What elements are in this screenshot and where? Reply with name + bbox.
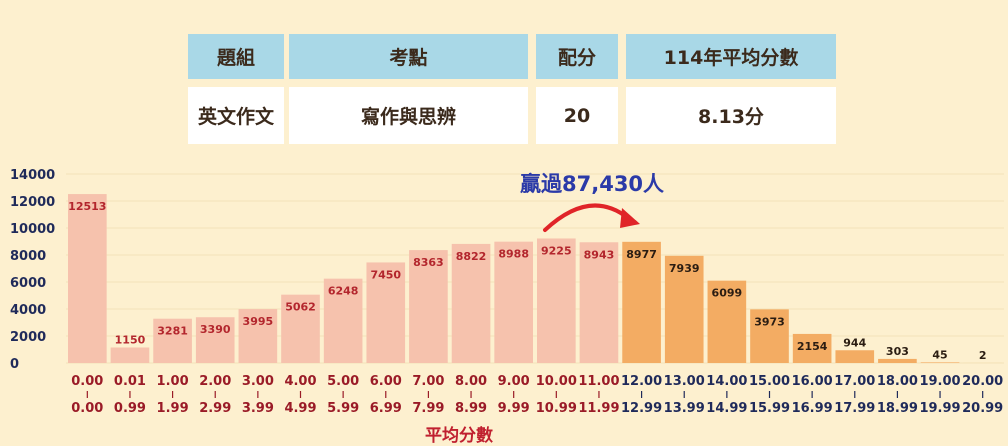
- bar-value-label: 303: [886, 345, 909, 358]
- x-tick-label-upper: 3.99: [242, 401, 274, 416]
- callout-text: 贏過87,430人: [520, 168, 664, 198]
- bar-value-label: 2: [979, 349, 987, 362]
- x-tick-label-upper: 2.99: [199, 401, 231, 416]
- bar: [921, 362, 960, 363]
- x-tick-label-upper: 16.99: [792, 401, 833, 416]
- x-tick-label-lower: 7.00: [412, 374, 444, 389]
- bar-value-label: 8822: [456, 250, 487, 263]
- bar-value-label: 3281: [157, 325, 188, 338]
- bar-value-label: 7450: [370, 268, 401, 281]
- x-tick-label-lower: 1.00: [157, 374, 189, 389]
- x-tick-label-upper: 18.99: [877, 401, 918, 416]
- bar-value-label: 8363: [413, 256, 444, 269]
- x-tick-label-lower: 5.00: [327, 374, 359, 389]
- bar-value-label: 944: [843, 336, 866, 349]
- x-tick-label-lower: 10.00: [536, 374, 577, 389]
- bar-value-label: 8988: [498, 248, 529, 261]
- bar: [878, 359, 917, 363]
- score-distribution-chart: 0 2000 4000 6000 8000 10000 12000 14000 12513 0.0…: [0, 0, 1008, 431]
- y-tick-label: 6000: [10, 276, 46, 291]
- bar: [835, 350, 874, 363]
- x-tick-label-upper: 12.99: [621, 401, 662, 416]
- x-tick-label-lower: 9.00: [498, 374, 530, 389]
- bar-value-label: 3390: [200, 323, 231, 336]
- x-tick-label-lower: 8.00: [455, 374, 487, 389]
- x-tick-label-lower: 12.00: [621, 374, 662, 389]
- x-tick-label-upper: 6.99: [370, 401, 402, 416]
- x-tick-label-upper: 10.99: [536, 401, 577, 416]
- x-tick-label-upper: 4.99: [284, 401, 316, 416]
- x-tick-label-lower: 0.00: [71, 374, 103, 389]
- x-tick-label-lower: 4.00: [284, 374, 316, 389]
- y-tick-label: 8000: [10, 249, 46, 264]
- x-axis-title: 平均分數: [425, 421, 493, 446]
- callout-arrow-icon: [545, 206, 628, 231]
- x-tick-label-upper: 1.99: [157, 401, 189, 416]
- bar-value-label: 2154: [797, 340, 828, 353]
- y-tick-label: 14000: [10, 168, 55, 183]
- bar: [68, 194, 107, 363]
- bar-value-label: 1150: [115, 333, 146, 346]
- callout-arrowhead-icon: [620, 208, 640, 228]
- bar-value-label: 45: [932, 348, 947, 361]
- x-tick-label-upper: 7.99: [412, 401, 444, 416]
- x-tick-label-upper: 13.99: [664, 401, 705, 416]
- bar-value-label: 6099: [712, 287, 743, 300]
- y-tick-label: 2000: [10, 330, 46, 345]
- bar-value-label: 7939: [669, 262, 700, 275]
- x-tick-label-upper: 0.99: [114, 401, 146, 416]
- bar-value-label: 8943: [584, 248, 615, 261]
- x-tick-label-upper: 19.99: [919, 401, 960, 416]
- x-tick-label-lower: 16.00: [792, 374, 833, 389]
- x-tick-label-upper: 15.99: [749, 401, 790, 416]
- x-tick-label-upper: 17.99: [834, 401, 875, 416]
- x-tick-label-lower: 20.00: [962, 374, 1003, 389]
- bar-value-label: 12513: [68, 200, 106, 213]
- x-tick-label-upper: 9.99: [498, 401, 530, 416]
- x-tick-label-lower: 3.00: [242, 374, 274, 389]
- x-tick-label-lower: 15.00: [749, 374, 790, 389]
- x-tick-label-lower: 19.00: [919, 374, 960, 389]
- y-tick-label: 4000: [10, 303, 46, 318]
- bar: [111, 347, 150, 363]
- x-tick-label-upper: 14.99: [706, 401, 747, 416]
- y-tick-label: 10000: [10, 222, 55, 237]
- x-tick-label-lower: 0.01: [114, 374, 146, 389]
- x-tick-label-lower: 14.00: [706, 374, 747, 389]
- x-tick-label-lower: 17.00: [834, 374, 875, 389]
- x-tick-label-lower: 18.00: [877, 374, 918, 389]
- bar-value-label: 8977: [626, 248, 657, 261]
- bar-value-label: 9225: [541, 244, 572, 257]
- x-tick-label-lower: 11.00: [578, 374, 619, 389]
- x-tick-label-lower: 2.00: [199, 374, 231, 389]
- x-tick-label-upper: 11.99: [578, 401, 619, 416]
- y-tick-label: 0: [10, 357, 19, 372]
- x-tick-label-upper: 8.99: [455, 401, 487, 416]
- bar-value-label: 6248: [328, 285, 359, 298]
- x-tick-label-upper: 5.99: [327, 401, 359, 416]
- x-tick-label-lower: 13.00: [664, 374, 705, 389]
- x-tick-label-lower: 6.00: [370, 374, 402, 389]
- y-tick-label: 12000: [10, 195, 55, 210]
- bar-value-label: 5062: [285, 301, 316, 314]
- bar-value-label: 3995: [243, 315, 274, 328]
- x-tick-label-upper: 20.99: [962, 401, 1003, 416]
- x-tick-label-upper: 0.00: [71, 401, 103, 416]
- bar-value-label: 3973: [754, 315, 785, 328]
